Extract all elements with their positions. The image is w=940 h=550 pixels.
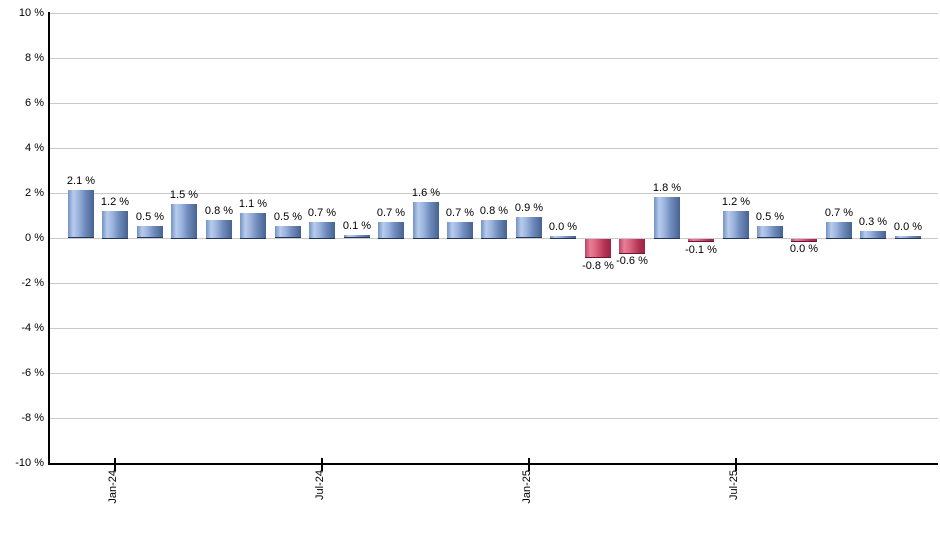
- bar-value-label: 1.8 %: [652, 182, 682, 194]
- bar-Jul-25[interactable]: [723, 211, 749, 239]
- y-axis-tick-label: 4 %: [25, 142, 44, 154]
- x-axis-tick-label: Jan-25: [521, 470, 533, 504]
- bar-value-label: 0.7 %: [376, 207, 406, 219]
- bar-value-label: 0.7 %: [445, 207, 475, 219]
- bar-Aug-24[interactable]: [344, 235, 370, 238]
- bar-value-label: -0.1 %: [685, 244, 717, 256]
- bar-value-label: -0.8 %: [582, 260, 614, 272]
- bar-value-label: 0.9 %: [514, 202, 544, 214]
- bar-Mar-24[interactable]: [171, 204, 197, 239]
- x-axis-tick-label: Jul-25: [728, 470, 740, 500]
- gridline: [50, 13, 938, 14]
- bar-Sep-25[interactable]: [791, 239, 817, 242]
- bar-Apr-24[interactable]: [206, 220, 232, 239]
- gridline: [50, 58, 938, 59]
- bar-value-label: 0.7 %: [824, 207, 854, 219]
- bar-May-25[interactable]: [654, 197, 680, 239]
- bar-value-label: 0.0 %: [893, 221, 923, 233]
- bar-value-label: 0.3 %: [858, 216, 888, 228]
- bar-Nov-25[interactable]: [860, 231, 886, 239]
- y-axis-tick-label: 6 %: [25, 97, 44, 109]
- bar-Oct-24[interactable]: [413, 202, 439, 239]
- x-axis-tick-label: Jan-24: [107, 470, 119, 504]
- bar-Sep-24[interactable]: [378, 222, 404, 239]
- bar-value-label: 0.7 %: [307, 207, 337, 219]
- y-axis-line: [48, 12, 50, 465]
- gridline: [50, 148, 938, 149]
- gridline: [50, 193, 938, 194]
- bar-Jan-24[interactable]: [102, 211, 128, 239]
- bar-value-label: 0.5 %: [273, 211, 303, 223]
- bar-Feb-24[interactable]: [137, 226, 163, 238]
- gridline: [50, 373, 938, 374]
- bar-Jul-24[interactable]: [309, 222, 335, 239]
- y-axis-tick-label: -8 %: [21, 412, 44, 424]
- y-axis-tick-label: -6 %: [21, 367, 44, 379]
- bar-value-label: 0.5 %: [135, 211, 165, 223]
- y-axis-tick-label: 10 %: [18, 7, 44, 19]
- gridline: [50, 283, 938, 284]
- bar-value-label: 0.0 %: [548, 221, 578, 233]
- x-axis-line: [48, 463, 938, 465]
- bar-value-label: 1.5 %: [169, 189, 199, 201]
- bar-Apr-25[interactable]: [619, 239, 645, 254]
- y-axis-tick-label: -4 %: [21, 322, 44, 334]
- bar-value-label: 2.1 %: [66, 175, 96, 187]
- bar-value-label: 0.1 %: [342, 220, 372, 232]
- x-axis-tick-label: Jul-24: [314, 470, 326, 500]
- gridline: [50, 418, 938, 419]
- bar-Dec-23[interactable]: [68, 190, 94, 238]
- y-axis-tick-label: 0 %: [25, 232, 44, 244]
- bar-value-label: 0.0 %: [789, 243, 819, 255]
- bar-Jan-25[interactable]: [516, 217, 542, 238]
- bar-Mar-25[interactable]: [585, 239, 611, 258]
- bar-value-label: 0.5 %: [755, 211, 785, 223]
- bar-Oct-25[interactable]: [826, 222, 852, 239]
- bar-Aug-25[interactable]: [757, 226, 783, 238]
- bar-Jun-24[interactable]: [275, 226, 301, 238]
- bar-value-label: 1.2 %: [721, 196, 751, 208]
- bar-value-label: -0.6 %: [616, 255, 648, 267]
- bar-Feb-25[interactable]: [550, 236, 576, 239]
- bar-value-label: 0.8 %: [479, 205, 509, 217]
- gridline: [50, 328, 938, 329]
- bar-May-24[interactable]: [240, 213, 266, 239]
- bar-Nov-24[interactable]: [447, 222, 473, 239]
- bar-Dec-25[interactable]: [895, 236, 921, 239]
- bar-value-label: 1.2 %: [100, 196, 130, 208]
- gridline: [50, 103, 938, 104]
- bar-Jun-25[interactable]: [688, 239, 714, 242]
- y-axis-tick-label: 8 %: [25, 52, 44, 64]
- y-axis-tick-label: -10 %: [15, 457, 44, 469]
- bar-Dec-24[interactable]: [481, 220, 507, 239]
- y-axis-tick-label: 2 %: [25, 187, 44, 199]
- bar-value-label: 0.8 %: [204, 205, 234, 217]
- y-axis-tick-label: -2 %: [21, 277, 44, 289]
- bar-value-label: 1.6 %: [411, 187, 441, 199]
- bar-value-label: 1.1 %: [238, 198, 268, 210]
